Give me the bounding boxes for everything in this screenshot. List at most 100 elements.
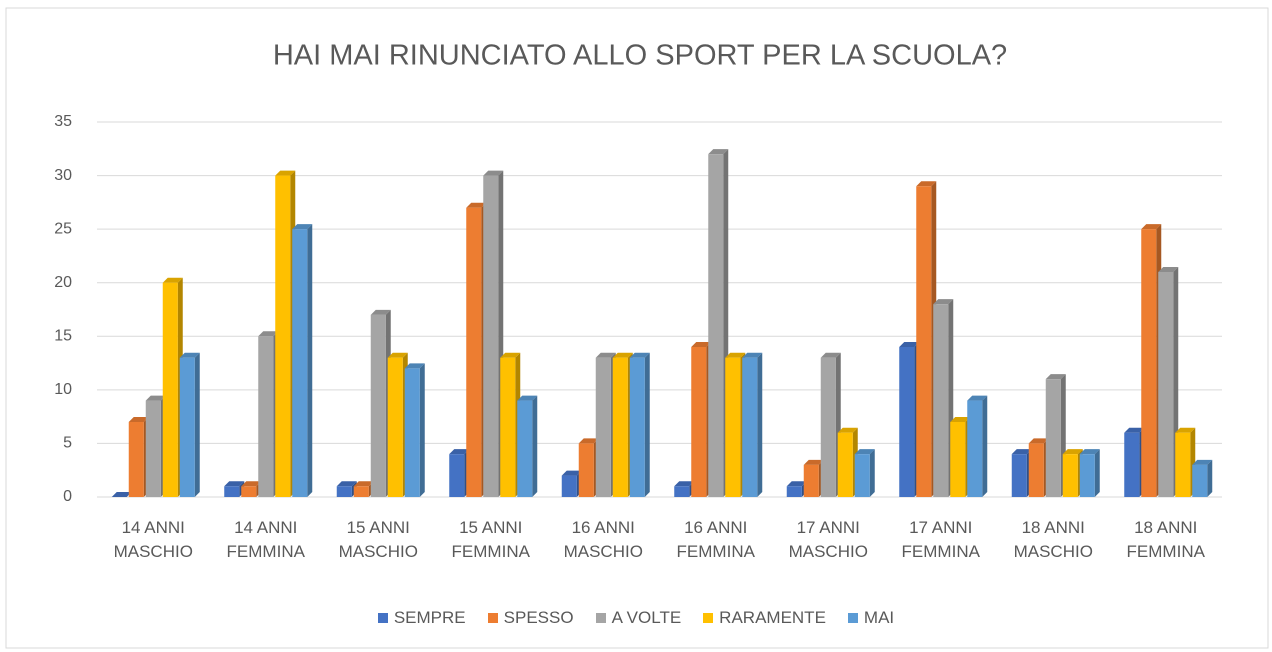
bar-front (1158, 272, 1174, 497)
bar-top (466, 202, 487, 208)
legend-label: A VOLTE (611, 608, 682, 627)
bar-front (820, 357, 836, 497)
bar-top (742, 352, 763, 358)
bar (517, 395, 538, 497)
bar-front (336, 486, 352, 497)
bar (629, 352, 650, 497)
bar-top (899, 342, 920, 347)
bar-top (786, 481, 807, 487)
bar-top (336, 481, 357, 487)
legend-label: RARAMENTE (719, 608, 826, 627)
bar-top (803, 459, 824, 465)
bar (179, 352, 200, 497)
bar-side (532, 395, 538, 497)
bar-front (786, 486, 802, 497)
bar-front (162, 282, 178, 497)
legend-item: MAI (847, 608, 895, 628)
bar-top (517, 395, 538, 401)
bar-front (466, 207, 482, 497)
bar-front (1141, 229, 1157, 497)
y-tick-label: 15 (54, 328, 72, 345)
legend-swatch (487, 613, 498, 623)
legend-swatch (703, 613, 714, 623)
x-tick-label: 14 ANNI MASCHIO (113, 518, 193, 561)
bar-front (404, 368, 420, 497)
bar-top (950, 417, 971, 422)
bar-top (370, 309, 391, 315)
legend-item: SPESSO (487, 608, 574, 628)
bar-front (483, 175, 499, 498)
bar (449, 449, 470, 497)
bar-top (967, 395, 988, 401)
legend: SEMPRE SPESSO A VOLTE RARAMENTE MAI (0, 608, 1272, 628)
bar-side (1094, 449, 1100, 497)
y-tick-label: 0 (63, 488, 72, 505)
x-tick-label: 15 ANNI FEMMINA (451, 518, 530, 561)
bar-front (708, 154, 724, 497)
bar-front (1124, 432, 1140, 497)
legend-label: SEMPRE (393, 608, 466, 627)
bar-top (275, 170, 296, 176)
legend-swatch (847, 613, 858, 623)
chart-title: HAI MAI RINUNCIATO ALLO SPORT PER LA SCU… (273, 40, 1007, 72)
bar-front (258, 336, 274, 497)
bar-front (578, 443, 594, 497)
bar-front (674, 486, 690, 497)
bar-front (449, 454, 465, 497)
bar-side (644, 352, 650, 497)
bar (967, 395, 988, 497)
bar-top (561, 470, 582, 476)
bar-front (1192, 464, 1208, 497)
bar (742, 352, 763, 497)
bar-front (517, 400, 533, 497)
bar-side (307, 224, 313, 497)
bar-top (916, 181, 937, 187)
bar-side (757, 352, 763, 497)
legend-item: SEMPRE (377, 608, 466, 628)
bar-front (629, 357, 645, 497)
bar-front (899, 347, 915, 497)
legend-label: MAI (863, 608, 895, 627)
x-tick-label: 16 ANNI MASCHIO (563, 518, 643, 561)
bar-front (933, 304, 949, 497)
bar-front (224, 486, 240, 497)
bar (111, 492, 132, 497)
bar-front (1011, 454, 1027, 497)
x-tick-label: 17 ANNI FEMMINA (901, 518, 980, 561)
bar-front (967, 400, 983, 497)
legend-label: SPESSO (503, 608, 574, 627)
bar-top (725, 352, 746, 358)
y-tick-label: 10 (54, 381, 72, 398)
bar-top (1141, 224, 1162, 230)
bar-top (1192, 459, 1213, 465)
bar-top (1028, 438, 1049, 444)
bar-front (1045, 379, 1061, 497)
bar-top (1175, 427, 1196, 433)
bar-front (128, 422, 144, 497)
bar-top (404, 363, 425, 369)
bar-top (1062, 449, 1083, 455)
legend-swatch (377, 613, 388, 623)
bar-top (483, 170, 504, 176)
bar-top (933, 299, 954, 305)
bar-front (854, 454, 870, 497)
bar-front (241, 486, 257, 497)
bar-side (194, 352, 200, 497)
y-tick-label: 5 (63, 435, 72, 452)
y-tick-label: 25 (54, 220, 72, 237)
x-tick-label: 18 ANNI FEMMINA (1126, 518, 1205, 561)
y-tick-label: 30 (54, 167, 72, 184)
bar-front (1062, 454, 1078, 497)
bar-front (275, 175, 291, 498)
bar-front (725, 357, 741, 497)
bar-side (419, 363, 425, 497)
bar-top (1158, 267, 1179, 272)
bar-top (500, 352, 521, 358)
bar-top (145, 395, 166, 401)
bar-top (111, 492, 132, 497)
bar-front (145, 400, 161, 497)
bar (854, 449, 875, 497)
bar-top (387, 352, 408, 358)
bar-front (292, 229, 308, 497)
